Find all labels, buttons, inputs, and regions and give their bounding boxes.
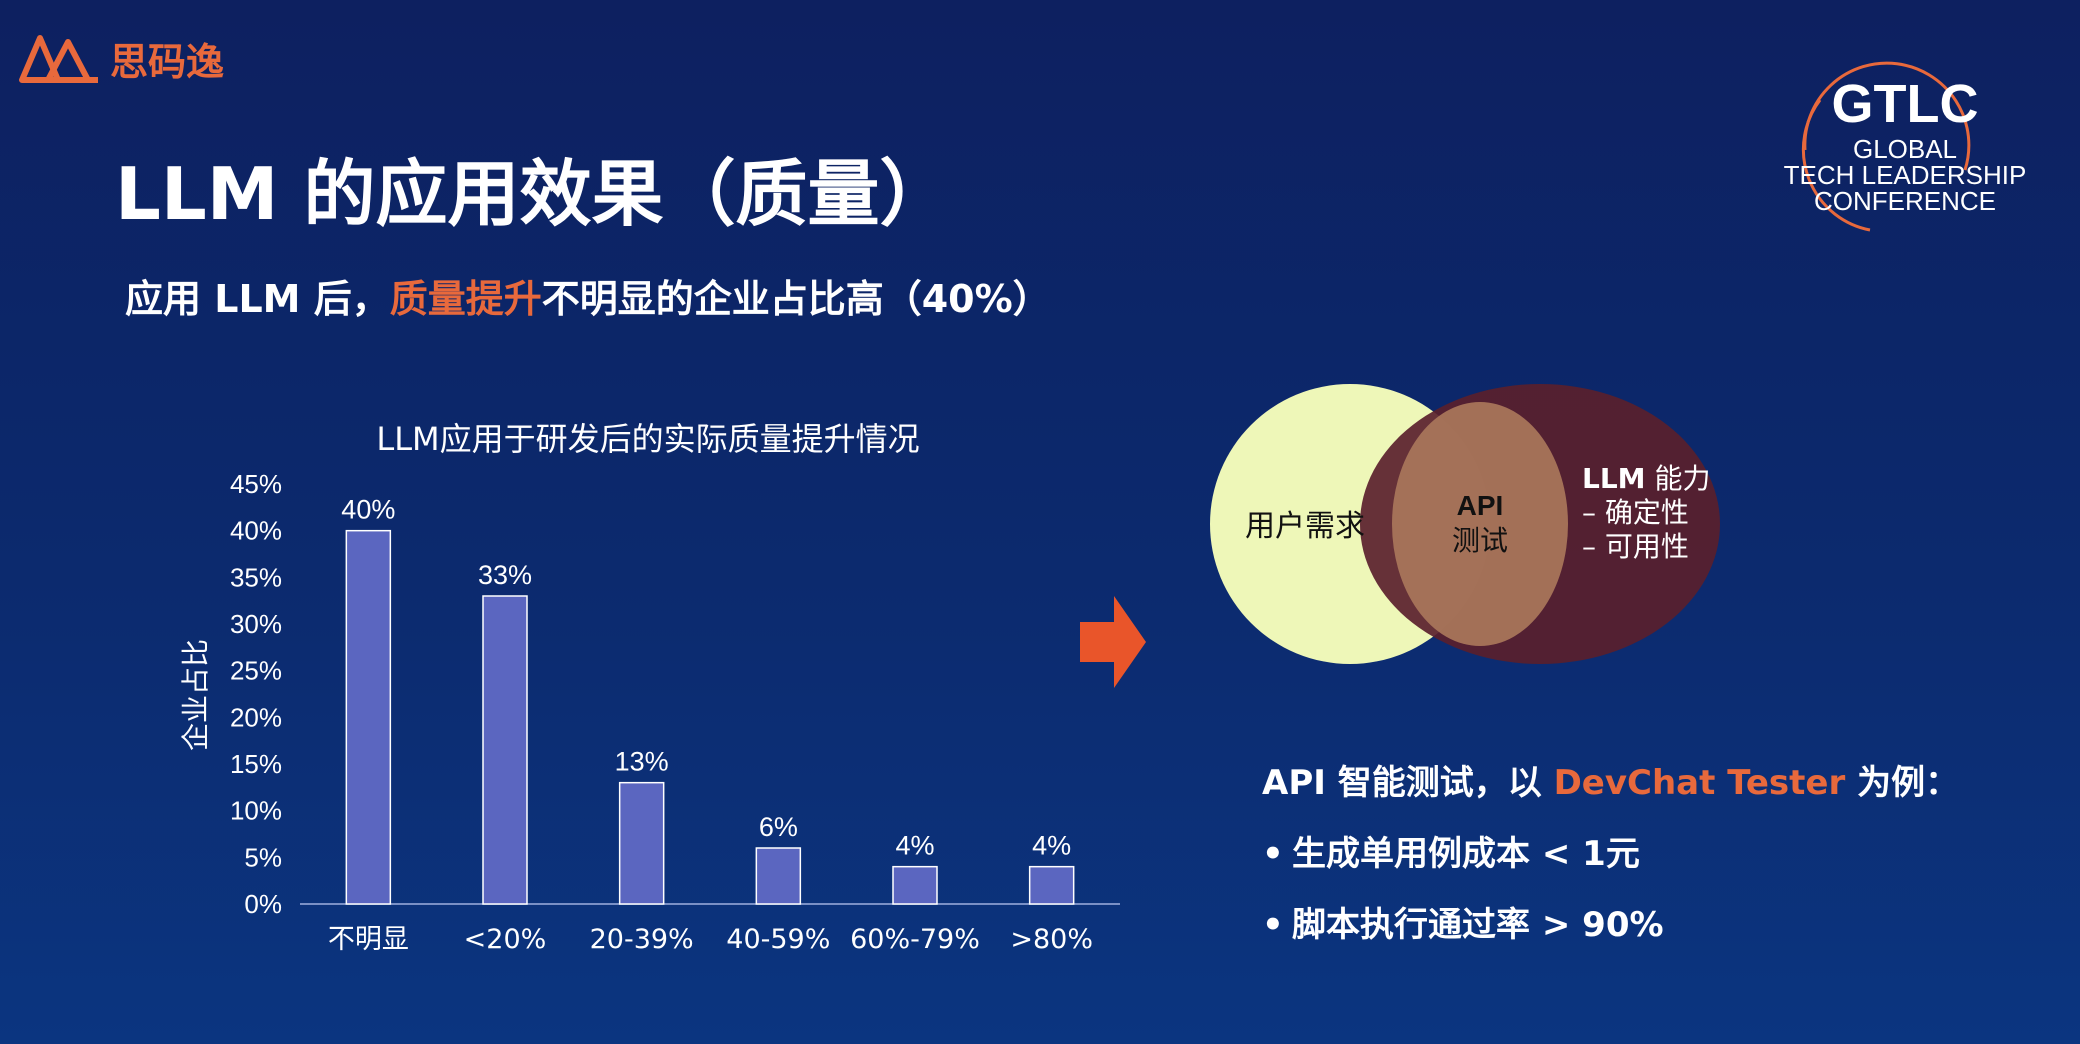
y-tick-label: 25% [230,656,282,686]
x-tick-label: 不明显 [328,924,409,955]
bar-value-label: 4% [1032,831,1071,861]
chart-y-axis-label: 企业占比 [179,639,212,751]
api-heading-prefix: API 智能测试，以 [1262,763,1554,803]
bar-value-label: 4% [895,831,934,861]
brand-mountain-icon [19,35,98,83]
x-tick-label: 60%-79% [850,924,980,955]
bullet2-text: 脚本执行通过率 > 90% [1292,905,1664,945]
brand-name: 思码逸 [110,39,225,84]
x-tick-label: >80% [1010,924,1093,955]
bar-value-label: 13% [615,747,669,777]
venn-right-title: LLM 能力 [1582,462,1710,495]
x-tick-label: 20-39% [590,924,694,955]
venn-right-item1: – 确定性 [1582,496,1689,529]
api-heading-suffix: 为例： [1845,763,1960,803]
bar-value-label: 33% [478,560,532,590]
bar [618,781,665,905]
gtlc-logo: GTLC GLOBAL TECH LEADERSHIP CONFERENCE [1784,61,2027,232]
y-tick-label: 5% [244,842,282,872]
venn-right-title-rest: 能力 [1646,462,1711,495]
subtitle: 应用 LLM 后，质量提升不明显的企业占比高（40%） [125,268,1051,323]
gtlc-abbr: GTLC [1832,74,1979,134]
bullet-item: • 脚本执行通过率 > 90% [1262,897,1959,946]
venn-overlap [1392,402,1568,646]
venn-diagram: 用户需求 API 测试 LLM 能力 – 确定性 – 可用性 [1210,384,1720,664]
bar-value-labels: 40% 33% 13% 6% 4% 4% [341,495,1071,861]
bar-value-label: 40% [341,495,395,525]
bullet-dot-icon: • [1262,905,1284,945]
y-tick-label: 30% [230,609,282,639]
right-arrow-icon [1080,596,1146,688]
bullet-dot-icon: • [1262,834,1284,874]
api-heading: API 智能测试，以 DevChat Tester 为例： [1262,755,1959,804]
quality-bar-chart: LLM应用于研发后的实际质量提升情况 企业占比 0% 5% 10% 15% 20% 25%… [179,420,1120,955]
bullet-item: • 生成单用例成本 < 1元 [1262,826,1959,875]
bar [482,595,528,905]
chart-title: LLM应用于研发后的实际质量提升情况 [376,420,919,458]
gtlc-line1: GLOBAL [1853,134,1957,164]
api-heading-highlight: DevChat Tester [1553,763,1846,803]
y-tick-label: 0% [244,889,282,919]
x-tick-label: <20% [464,924,547,955]
gtlc-line2: TECH LEADERSHIP [1784,160,2027,190]
y-tick-label: 40% [230,516,282,546]
y-tick-label: 15% [230,749,282,779]
api-testing-section: API 智能测试，以 DevChat Tester 为例： • 生成单用例成本 <… [1262,755,1959,946]
y-axis-ticks: 0% 5% 10% 15% 20% 25% 30% 35% 40% 45% [230,469,282,919]
venn-left-label: 用户需求 [1245,509,1365,544]
y-tick-label: 45% [230,469,282,499]
subtitle-highlight: 质量提升 [389,277,542,321]
bars [345,529,1075,905]
bar [345,529,392,905]
bar [892,865,938,905]
y-tick-label: 35% [230,562,282,592]
venn-center-line2: 测试 [1452,524,1508,557]
venn-right-item2: – 可用性 [1582,530,1689,563]
x-tick-label: 40-59% [726,924,830,955]
subtitle-suffix: 不明显的企业占比高（40%） [541,277,1051,321]
page-title: LLM 的应用效果（质量） [115,152,952,236]
brand-logo: 思码逸 [18,28,224,88]
y-tick-label: 10% [230,796,282,826]
subtitle-prefix: 应用 LLM 后， [125,277,390,321]
bar-value-label: 6% [759,812,798,842]
venn-center-line1: API [1457,490,1504,521]
bar [1028,865,1075,905]
bar [755,847,802,905]
bullet1-text: 生成单用例成本 < 1元 [1292,834,1640,874]
y-tick-label: 20% [230,702,282,732]
x-axis-ticks: 不明显 <20% 20-39% 40-59% 60%-79% >80% [328,924,1093,955]
venn-right-title-bold: LLM [1582,462,1646,495]
gtlc-line3: CONFERENCE [1814,186,1996,216]
